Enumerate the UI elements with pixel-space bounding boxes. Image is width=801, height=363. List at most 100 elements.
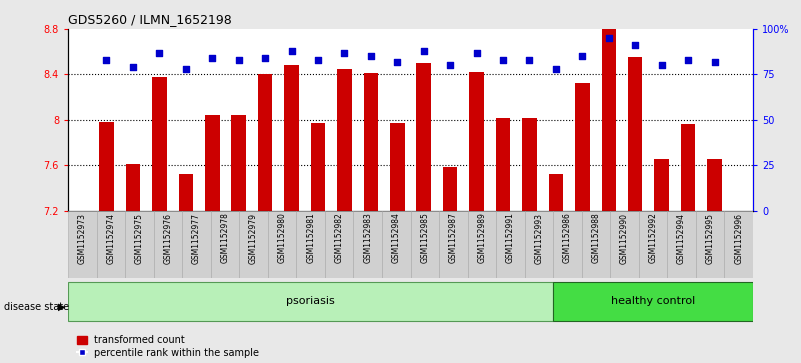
Bar (126, 164, 140, 211)
Point (285, 48, 298, 54)
Point (338, 50, 351, 56)
Text: GSM1152978: GSM1152978 (220, 213, 230, 264)
Text: healthy control: healthy control (611, 296, 695, 306)
Point (497, 57, 509, 63)
Bar (268, 211, 296, 278)
Bar (667, 211, 696, 278)
Text: disease state: disease state (4, 302, 69, 312)
Point (100, 57, 113, 63)
Bar (582, 211, 610, 278)
Bar (654, 159, 669, 211)
Text: GSM1152991: GSM1152991 (506, 213, 515, 264)
Bar (68, 282, 553, 321)
Text: GSM1152996: GSM1152996 (735, 213, 743, 264)
Point (576, 53, 589, 59)
Point (682, 57, 694, 63)
Bar (724, 211, 753, 278)
Point (312, 57, 324, 63)
Text: GDS5260 / ILMN_1652198: GDS5260 / ILMN_1652198 (68, 13, 231, 26)
Point (179, 66, 192, 72)
Point (364, 53, 377, 59)
Bar (68, 211, 97, 278)
Bar (125, 211, 154, 278)
Text: GSM1152984: GSM1152984 (392, 213, 400, 264)
Text: GSM1152994: GSM1152994 (677, 213, 686, 264)
Text: GSM1152983: GSM1152983 (363, 213, 372, 264)
Bar (296, 211, 325, 278)
Bar (522, 118, 537, 211)
Bar (696, 211, 724, 278)
Bar (231, 115, 246, 211)
Point (549, 66, 562, 72)
Bar (575, 83, 590, 211)
Text: GSM1152979: GSM1152979 (249, 213, 258, 264)
Bar (205, 115, 219, 211)
Bar (337, 69, 352, 211)
Bar (152, 77, 167, 211)
Bar (469, 72, 484, 211)
Text: GSM1152992: GSM1152992 (649, 213, 658, 264)
Text: GSM1152986: GSM1152986 (563, 213, 572, 264)
Text: GSM1152982: GSM1152982 (335, 213, 344, 263)
Point (470, 50, 483, 56)
Text: GSM1152976: GSM1152976 (163, 213, 172, 264)
Text: GSM1152974: GSM1152974 (107, 213, 115, 264)
Bar (99, 122, 114, 211)
Bar (390, 123, 405, 211)
Point (259, 55, 272, 61)
Bar (707, 159, 722, 211)
Point (523, 57, 536, 63)
Point (602, 35, 615, 41)
Point (655, 62, 668, 68)
Point (417, 48, 430, 54)
Bar (610, 211, 638, 278)
Text: GSM1152987: GSM1152987 (449, 213, 458, 264)
Bar (525, 211, 553, 278)
Text: GSM1152980: GSM1152980 (278, 213, 287, 264)
Bar (353, 211, 382, 278)
Text: GSM1152981: GSM1152981 (306, 213, 315, 263)
Bar (182, 211, 211, 278)
Bar (211, 211, 239, 278)
Bar (382, 211, 410, 278)
Point (708, 59, 721, 65)
Bar (239, 211, 268, 278)
Bar (681, 124, 695, 211)
Bar (311, 123, 325, 211)
Text: GSM1152990: GSM1152990 (620, 213, 629, 264)
Text: GSM1152988: GSM1152988 (591, 213, 601, 263)
Bar (553, 282, 753, 321)
Text: ▶: ▶ (58, 302, 65, 312)
Point (153, 50, 166, 56)
Point (232, 57, 245, 63)
Bar (443, 167, 457, 211)
Bar (258, 74, 272, 211)
Text: GSM1152989: GSM1152989 (477, 213, 486, 264)
Bar (602, 29, 616, 211)
Bar (496, 118, 510, 211)
Bar (439, 211, 468, 278)
Text: GSM1152973: GSM1152973 (78, 213, 87, 264)
Text: psoriasis: psoriasis (286, 296, 335, 306)
Bar (553, 211, 582, 278)
Point (127, 64, 139, 70)
Bar (549, 174, 563, 211)
Bar (97, 211, 125, 278)
Text: GSM1152993: GSM1152993 (534, 213, 543, 264)
Point (391, 59, 404, 65)
Bar (468, 211, 496, 278)
Bar (325, 211, 353, 278)
Bar (154, 211, 182, 278)
Bar (496, 211, 525, 278)
Bar (417, 63, 431, 211)
Point (629, 42, 642, 48)
Bar (364, 73, 378, 211)
Point (444, 62, 457, 68)
Text: GSM1152985: GSM1152985 (421, 213, 429, 264)
Text: GSM1152995: GSM1152995 (706, 213, 714, 264)
Bar (284, 65, 299, 211)
Legend: transformed count, percentile rank within the sample: transformed count, percentile rank withi… (77, 335, 260, 358)
Text: GSM1152977: GSM1152977 (192, 213, 201, 264)
Bar (179, 174, 193, 211)
Bar (628, 57, 642, 211)
